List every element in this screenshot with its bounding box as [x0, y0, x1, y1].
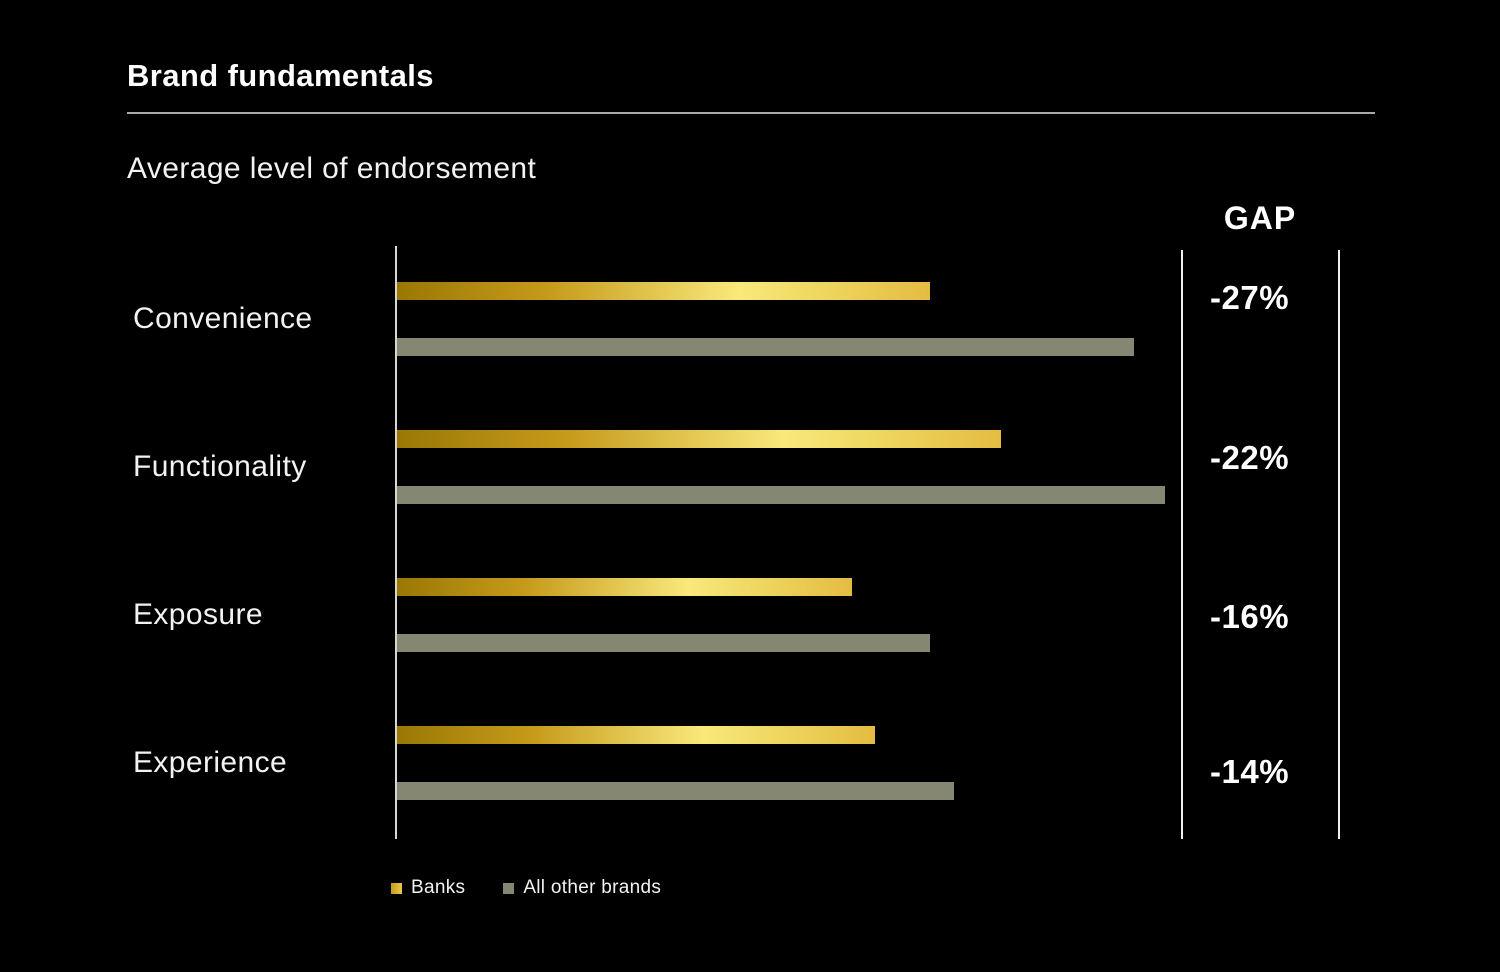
category-label-convenience: Convenience [133, 302, 313, 335]
bar-banks-exposure [397, 578, 852, 596]
banks-swatch-icon [391, 882, 402, 894]
bar-banks-functionality [397, 430, 1001, 448]
chart-subtitle: Average level of endorsement [127, 152, 537, 185]
bar-other-brands-convenience [397, 338, 1134, 356]
bar-other-brands-exposure [397, 634, 930, 652]
y-axis-line [395, 246, 397, 839]
gap-column-right-line [1338, 250, 1340, 839]
category-label-functionality: Functionality [133, 450, 307, 483]
gap-column-left-line [1181, 250, 1183, 839]
legend-item-banks: Banks [391, 877, 465, 899]
legend-label-other-brands: All other brands [523, 877, 662, 898]
bar-other-brands-functionality [397, 486, 1165, 504]
gap-value-functionality: -22% [1210, 439, 1290, 476]
bar-banks-experience [397, 726, 875, 744]
other-brands-swatch-icon [503, 882, 515, 894]
category-label-experience: Experience [133, 746, 288, 779]
gap-value-experience: -14% [1210, 753, 1290, 790]
page-title: Brand fundamentals [127, 58, 434, 93]
legend-item-other-brands: All other brands [503, 877, 661, 899]
gap-value-convenience: -27% [1210, 279, 1290, 316]
legend-label-banks: Banks [411, 877, 466, 898]
legend: Banks All other brands [391, 877, 699, 899]
title-divider [127, 112, 1375, 114]
bar-other-brands-experience [397, 782, 954, 800]
category-label-exposure: Exposure [133, 598, 263, 631]
gap-column-header: GAP [1223, 200, 1297, 236]
gap-value-exposure: -16% [1210, 598, 1290, 635]
bar-banks-convenience [397, 282, 930, 300]
